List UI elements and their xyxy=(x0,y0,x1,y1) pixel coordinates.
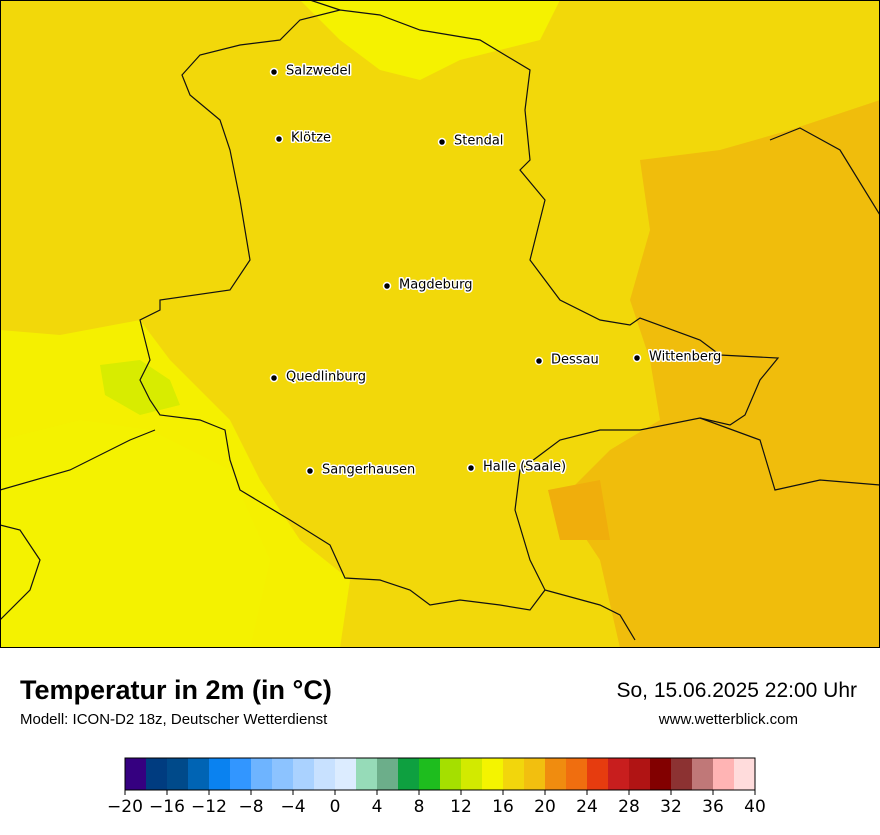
map-area xyxy=(0,0,880,648)
colorbar-segment xyxy=(167,758,188,790)
colorbar-segment xyxy=(482,758,503,790)
city-label: Quedlinburg xyxy=(286,370,366,385)
city-dot xyxy=(382,281,392,291)
colorbar-tick-label: −4 xyxy=(280,797,305,817)
city-label: Salzwedel xyxy=(286,64,351,79)
colorbar-segment xyxy=(125,758,146,790)
colorbar-segment xyxy=(314,758,335,790)
colorbar-segment xyxy=(146,758,167,790)
colorbar-segment xyxy=(398,758,419,790)
city-dot xyxy=(269,373,279,383)
border xyxy=(309,0,341,11)
colorbar-tick-label: −8 xyxy=(238,797,263,817)
state-border xyxy=(139,9,780,611)
city-label: Wittenberg xyxy=(649,350,721,365)
colorbar-segment xyxy=(734,758,755,790)
city-dot xyxy=(269,67,279,77)
border xyxy=(544,589,636,641)
city-label: Dessau xyxy=(551,353,599,368)
colorbar-segment xyxy=(608,758,629,790)
colorbar-tick-label: 24 xyxy=(576,797,598,817)
border xyxy=(0,524,41,621)
colorbar-tick-label: 0 xyxy=(330,797,341,817)
colorbar-tick-label: 4 xyxy=(372,797,383,817)
colorbar-segment xyxy=(293,758,314,790)
subtitle: Modell: ICON-D2 18z, Deutscher Wetterdie… xyxy=(20,711,328,728)
border xyxy=(699,417,880,491)
colorbar-tick-label: 32 xyxy=(660,797,682,817)
colorbar-segment xyxy=(503,758,524,790)
colorbar-segment xyxy=(230,758,251,790)
colorbar-tick-label: 12 xyxy=(450,797,472,817)
colorbar-tick-label: 20 xyxy=(534,797,556,817)
colorbar-segment xyxy=(566,758,587,790)
colorbar-frame xyxy=(124,757,756,791)
cool-patch xyxy=(100,360,180,415)
colorbar-segment xyxy=(440,758,461,790)
colorbar-tick-label: 16 xyxy=(492,797,514,817)
city-dot xyxy=(632,353,642,363)
colorbar-segment xyxy=(377,758,398,790)
city-label: Halle (Saale) xyxy=(483,460,566,475)
city-label: Magdeburg xyxy=(399,278,473,293)
colorbar-segment xyxy=(335,758,356,790)
warm-zone-light xyxy=(0,420,270,648)
colorbar-segment xyxy=(629,758,650,790)
colorbar-tick-label: 40 xyxy=(744,797,766,817)
city-label: Klötze xyxy=(291,131,331,146)
colorbar-segment xyxy=(188,758,209,790)
colorbar-segment xyxy=(650,758,671,790)
colorbar-tick-label: 28 xyxy=(618,797,640,817)
colorbar-segment xyxy=(461,758,482,790)
colorbar-segment xyxy=(713,758,734,790)
city-dot xyxy=(466,463,476,473)
city-dot xyxy=(437,137,447,147)
city-label: Sangerhausen xyxy=(322,463,415,478)
warm-zone-orange xyxy=(560,100,880,648)
colorbar-segment xyxy=(671,758,692,790)
colorbar-segment xyxy=(356,758,377,790)
city-dot xyxy=(274,134,284,144)
warm-zone-light xyxy=(300,0,560,80)
colorbar-tick-label: 36 xyxy=(702,797,724,817)
colorbar-tick-label: 8 xyxy=(414,797,425,817)
colorbar-segment xyxy=(419,758,440,790)
city-dot xyxy=(305,466,315,476)
colorbar-segment xyxy=(209,758,230,790)
colorbar-tick-label: −20 xyxy=(107,797,143,817)
border xyxy=(769,127,880,216)
colorbar-tick-label: −12 xyxy=(191,797,227,817)
city-dot xyxy=(534,356,544,366)
colorbar-tick-label: −16 xyxy=(149,797,185,817)
date: So, 15.06.2025 22:00 Uhr xyxy=(616,679,857,702)
title: Temperatur in 2m (in °C) xyxy=(20,675,332,705)
colorbar-segment xyxy=(587,758,608,790)
warm-patch xyxy=(548,480,610,540)
colorbar-segment xyxy=(692,758,713,790)
website: www.wetterblick.com xyxy=(658,711,798,728)
city-label: Stendal xyxy=(454,134,503,149)
colorbar-segment xyxy=(545,758,566,790)
colorbar-segment xyxy=(524,758,545,790)
colorbar-segment xyxy=(251,758,272,790)
colorbar-segment xyxy=(272,758,293,790)
border xyxy=(0,429,156,491)
